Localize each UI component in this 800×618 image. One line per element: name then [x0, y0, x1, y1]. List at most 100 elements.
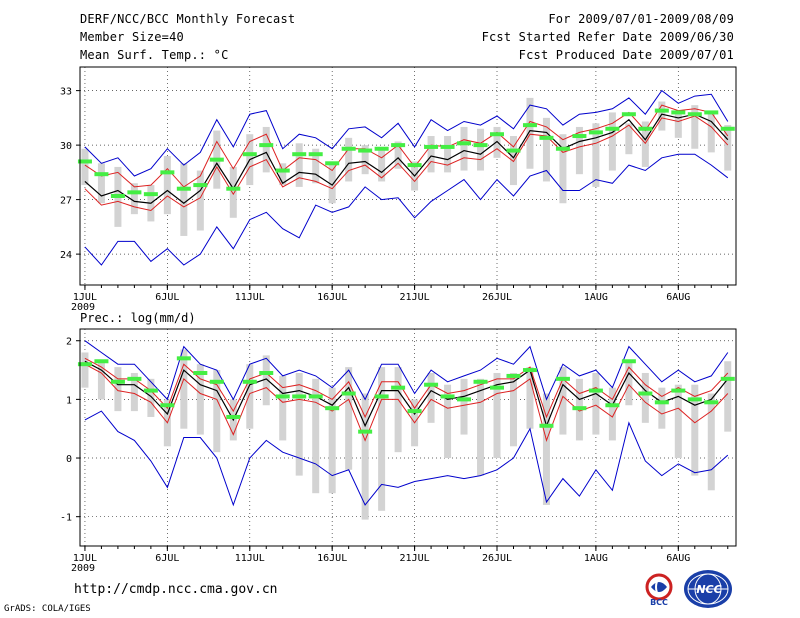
spread-box [707, 393, 715, 491]
y-tick-label: 1 [66, 395, 72, 406]
series-line-max [84, 340, 729, 401]
spread-box [97, 163, 105, 204]
ncc-logo: NCC [682, 568, 734, 610]
marker-dash [522, 368, 537, 373]
series-line-upper [84, 104, 729, 188]
spread-box [345, 137, 353, 182]
x-tick-label: 6JUL [155, 553, 179, 564]
spread-box [378, 150, 386, 182]
marker-dash [621, 359, 636, 364]
spread-box [625, 361, 633, 406]
marker-dash [720, 126, 735, 131]
marker-dash [638, 391, 653, 396]
marker-dash [720, 376, 735, 381]
series-line-upper [84, 357, 729, 419]
x-tick-label: 1AUG [584, 292, 608, 303]
spread-box [608, 387, 616, 441]
marker-dash [424, 144, 439, 149]
spread-box [658, 387, 666, 429]
y-tick-label: 33 [60, 87, 72, 98]
spread-box [559, 134, 567, 204]
marker-dash [308, 394, 323, 399]
spread-box [509, 372, 517, 447]
marker-dash [160, 403, 175, 408]
spread-box [526, 367, 534, 429]
marker-dash [143, 388, 158, 393]
x-tick-label: 1AUG [584, 553, 608, 564]
spread-box [477, 128, 485, 171]
source-url[interactable]: http://cmdp.ncc.cma.gov.cn [74, 582, 278, 597]
marker-dash [440, 394, 455, 399]
x-tick-label: 1JUL [73, 553, 97, 564]
marker-dash [259, 143, 274, 148]
x-tick-label: 21JUL [400, 292, 430, 303]
marker-dash [341, 146, 356, 151]
spread-box [345, 367, 353, 470]
marker-dash [275, 168, 290, 173]
spread-box [147, 378, 155, 417]
fcst-produced-date: Fcst Produced Date 2009/07/01 [518, 48, 734, 62]
spread-box [295, 372, 303, 476]
marker-dash [176, 186, 191, 191]
y-tick-label: 0 [66, 454, 72, 465]
marker-dash [407, 409, 422, 414]
spread-box [180, 349, 188, 429]
marker-dash [555, 376, 570, 381]
x-tick-label: 1JUL [73, 292, 97, 303]
spread-box [625, 123, 633, 155]
spread-box [196, 364, 204, 435]
spread-box [658, 101, 666, 131]
spread-box [691, 105, 699, 149]
marker-dash [242, 152, 257, 157]
spread-box [724, 361, 732, 432]
marker-dash [275, 394, 290, 399]
marker-dash [325, 406, 340, 411]
spread-box [213, 370, 221, 453]
grads-credit: GrADS: COLA/IGES [4, 604, 91, 614]
precip-panel-title: Prec.: log(mm/d) [80, 311, 196, 325]
spread-box [295, 143, 303, 187]
forecast-period: For 2009/07/01-2009/08/09 [548, 12, 734, 26]
spread-box [477, 378, 485, 476]
spread-box [130, 372, 138, 412]
spread-box [460, 126, 468, 171]
spread-box [575, 126, 583, 175]
spread-box [641, 372, 649, 423]
spread-box [81, 148, 89, 186]
marker-dash [143, 192, 158, 197]
spread-box [691, 384, 699, 476]
marker-dash [490, 132, 505, 137]
marker-dash [407, 163, 422, 168]
spread-box [641, 121, 649, 167]
marker-dash [704, 400, 719, 405]
marker-dash [473, 143, 488, 148]
temperature-panel: 24 27 30 33 1JUL 6JUL 11JUL 16JUL 21JUL 26JUL 1AUG… [60, 66, 737, 313]
spread-box [444, 136, 452, 173]
ncc-logo-text: NCC [696, 583, 721, 596]
spread-box [542, 393, 550, 505]
marker-dash [506, 148, 521, 153]
marker-dash [226, 414, 241, 419]
y-tick-label: 30 [60, 141, 72, 152]
x-tick-label: 26JUL [482, 292, 512, 303]
marker-dash [77, 159, 92, 164]
spread-box [394, 367, 402, 453]
marker-dash [358, 148, 373, 153]
marker-dash [555, 146, 570, 151]
marker-dash [374, 146, 389, 151]
x-tick-label: 26JUL [482, 553, 512, 564]
marker-dash [704, 110, 719, 115]
x-tick-label: 6AUG [666, 292, 690, 303]
marker-dash [325, 161, 340, 166]
spread-box [394, 141, 402, 169]
marker-dash [572, 134, 587, 139]
marker-dash [605, 403, 620, 408]
spread-box [229, 166, 237, 218]
marker-dash [539, 423, 554, 428]
spread-box [180, 163, 188, 236]
marker-dash [292, 394, 307, 399]
x-tick-label: 6JUL [155, 292, 179, 303]
spread-box [526, 97, 534, 169]
